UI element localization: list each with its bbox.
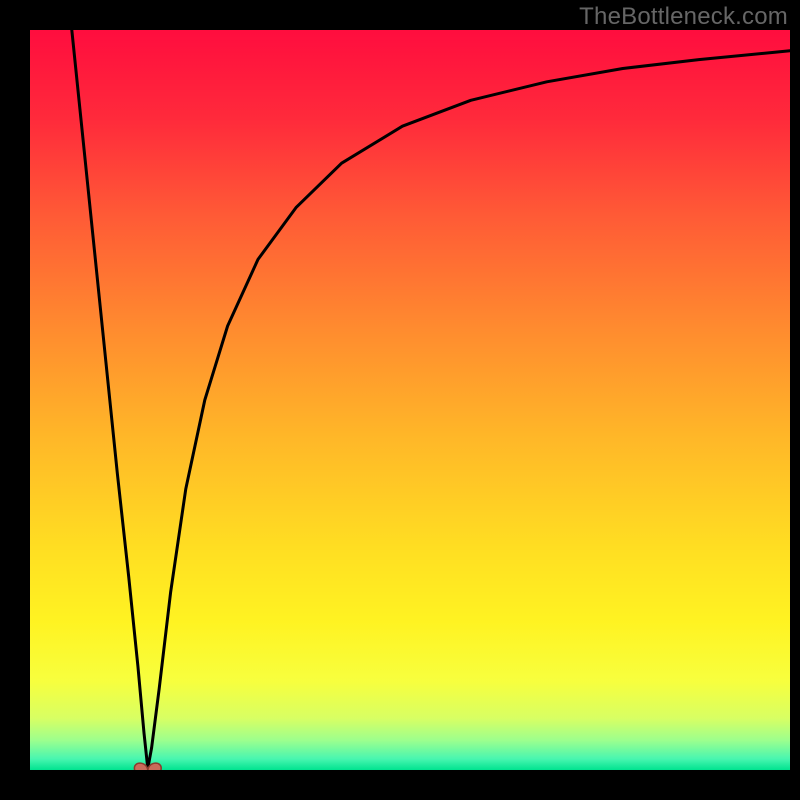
chart-container: TheBottleneck.com — [0, 0, 800, 800]
bottleneck-curve — [72, 30, 790, 769]
plot-area — [30, 30, 790, 770]
watermark-text: TheBottleneck.com — [579, 3, 788, 31]
plot-svg — [30, 30, 790, 770]
